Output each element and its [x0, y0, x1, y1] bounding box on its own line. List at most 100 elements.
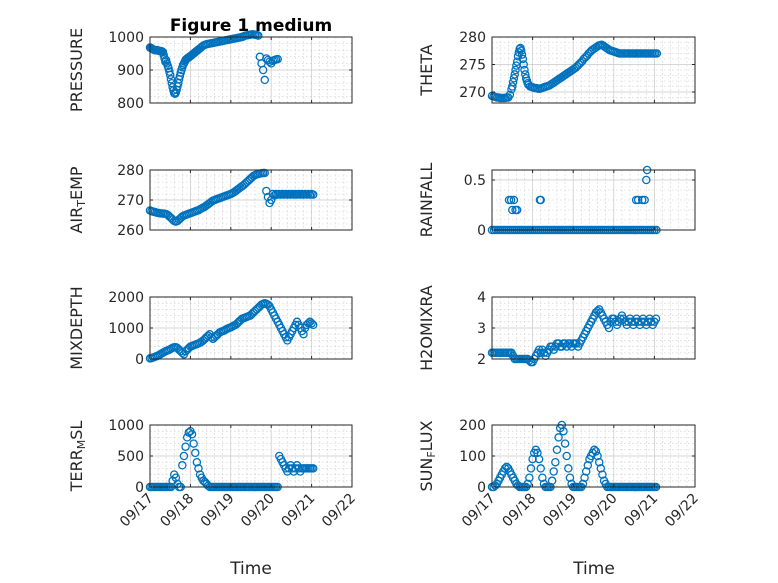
data-point — [515, 44, 524, 54]
data-point — [179, 451, 189, 461]
data-series — [145, 168, 318, 226]
y-axis-label: THETA — [417, 44, 436, 96]
y-axis-label: TERRMSL — [67, 421, 88, 493]
data-point — [508, 205, 517, 215]
data-point — [307, 319, 316, 328]
subplot-3: 260 270 280 AIRTEMP — [67, 163, 353, 239]
y-tick-label: 0 — [135, 352, 144, 368]
y-tick-label: 0 — [135, 480, 144, 496]
y-tick-label: 1000 — [108, 30, 144, 46]
data-series — [145, 298, 318, 363]
data-point — [508, 82, 517, 91]
data-point — [181, 442, 190, 451]
axes-frame — [491, 169, 696, 231]
y-axis-label: H2OMIXRA — [417, 285, 436, 371]
subplot-2: 270 275 280 THETA — [417, 30, 696, 104]
data-point — [520, 65, 529, 75]
subplot-4: 0 0.5 RAINFALL — [417, 163, 696, 239]
data-point — [534, 454, 544, 464]
y-tick-label: 500 — [117, 449, 144, 465]
x-tick-label: 09/19 — [198, 491, 238, 531]
data-point — [171, 473, 181, 482]
data-point — [509, 74, 519, 83]
data-point — [633, 195, 643, 205]
data-point — [564, 464, 573, 473]
axes-frame — [491, 36, 696, 104]
y-tick-label: 280 — [117, 163, 144, 179]
data-point — [594, 457, 604, 467]
data-point — [308, 190, 318, 199]
x-tick-label: 09/17 — [117, 491, 157, 531]
data-point — [308, 464, 318, 473]
data-point — [508, 77, 518, 87]
data-point — [308, 320, 318, 330]
data-point — [562, 451, 571, 461]
y-axis-label: AIRTEMP — [67, 166, 88, 233]
data-point — [254, 31, 263, 40]
data-point — [604, 323, 614, 333]
data-point — [591, 447, 601, 456]
data-point — [547, 476, 557, 486]
data-point — [194, 464, 203, 473]
data-series — [487, 40, 662, 103]
data-point — [560, 439, 570, 448]
data-point — [512, 205, 522, 215]
data-point — [580, 473, 589, 482]
x-axis-label-left: Time — [229, 559, 272, 579]
y-tick-label: 0 — [477, 223, 486, 239]
y-tick-label: 3 — [477, 321, 486, 337]
x-tick-label: 09/21 — [279, 491, 319, 531]
data-point — [260, 168, 269, 178]
data-point — [533, 448, 542, 458]
x-tick-label: 09/20 — [581, 491, 621, 531]
data-point — [165, 70, 175, 80]
y-tick-label: 260 — [117, 223, 144, 239]
x-tick-label: 09/22 — [319, 491, 359, 531]
x-axis-label-right: Time — [572, 559, 615, 579]
y-axis-label: RAINFALL — [417, 163, 436, 238]
data-point — [505, 90, 515, 100]
data-point — [559, 426, 568, 436]
data-point — [510, 70, 519, 79]
x-tick-label: 09/20 — [238, 491, 278, 531]
y-tick-label: 0 — [477, 480, 486, 496]
data-point — [165, 67, 174, 76]
data-point — [549, 467, 558, 476]
data-point — [178, 461, 187, 470]
y-axis-label: MIXDEPTH — [67, 286, 86, 369]
data-point — [536, 464, 545, 473]
y-tick-label: 200 — [459, 418, 486, 434]
data-point — [593, 451, 602, 461]
y-tick-label: 1000 — [108, 418, 144, 434]
subplot-6: 2 3 4 H2OMIXRA — [417, 285, 696, 371]
x-tick-label: 09/18 — [157, 491, 197, 531]
data-point — [273, 54, 282, 64]
data-point — [551, 457, 560, 467]
data-point — [640, 195, 649, 205]
subplot-7: 0 500 1000 09/17 09/18 09/19 09/20 09/21 09/22 TE… — [67, 418, 359, 530]
y-tick-label: 900 — [117, 63, 144, 79]
y-tick-label: 270 — [117, 193, 144, 209]
data-series — [145, 30, 282, 99]
data-point — [651, 314, 661, 323]
data-point — [506, 195, 516, 205]
data-point — [596, 464, 606, 473]
y-tick-label: 0.5 — [464, 173, 486, 189]
y-axis-label: SUNFLUX — [417, 420, 438, 491]
y-tick-label: 800 — [117, 96, 144, 112]
subplot-1: 800 900 1000 PRESSURE — [67, 28, 353, 112]
y-tick-label: 275 — [459, 58, 486, 74]
x-tick-label: 09/17 — [459, 491, 499, 531]
data-point — [175, 71, 185, 81]
data-point — [583, 461, 593, 470]
subplot-8: 0 100 200 09/17 09/18 09/19 09/20 09/21 09/22 SUN… — [417, 418, 702, 530]
data-point — [642, 175, 651, 185]
data-point — [509, 195, 519, 205]
x-tick-label: 09/19 — [540, 491, 580, 531]
y-tick-label: 270 — [459, 85, 486, 101]
x-tick-label: 09/22 — [662, 491, 702, 531]
y-tick-label: 2 — [477, 352, 486, 368]
data-point — [258, 65, 268, 75]
y-tick-label: 4 — [477, 290, 486, 306]
